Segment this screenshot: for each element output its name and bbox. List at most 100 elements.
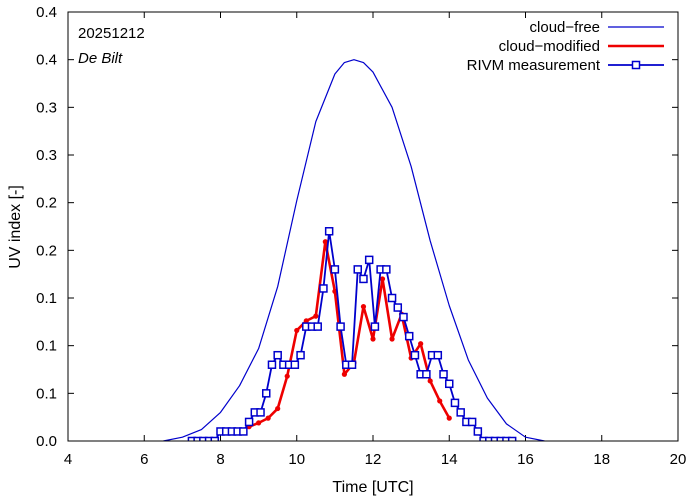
data-point <box>404 331 414 341</box>
data-point <box>284 373 290 379</box>
x-tick-label: 8 <box>216 451 224 468</box>
data-point <box>267 360 277 369</box>
data-point <box>507 436 517 441</box>
data-point <box>387 293 397 303</box>
data-point <box>433 350 443 360</box>
data-point <box>360 303 367 310</box>
y-axis-label: UV index [-] <box>7 185 24 269</box>
data-point <box>256 420 262 426</box>
legend-item: RIVM measurement <box>467 57 664 74</box>
data-point <box>370 322 380 331</box>
data-point <box>336 322 345 331</box>
data-point <box>204 436 214 441</box>
y-tick-label: 0.4 <box>36 4 57 21</box>
x-axis-ticks: 4 6 8 10 12 14 16 18 20 <box>64 12 687 468</box>
data-point <box>418 341 424 347</box>
series-line <box>163 59 545 441</box>
data-point <box>265 415 271 421</box>
data-point <box>296 350 305 360</box>
data-point <box>496 436 505 441</box>
x-axis-label: Time [UTC] <box>332 479 413 496</box>
data-point <box>199 436 208 441</box>
series-2 <box>236 239 452 435</box>
y-tick-label: 0.3 <box>36 147 57 164</box>
x-tick-label: 4 <box>64 451 72 468</box>
data-point <box>244 417 254 427</box>
data-point <box>437 398 443 404</box>
data-point <box>485 436 494 441</box>
data-point <box>187 436 197 441</box>
date-annotation: 20251212 <box>78 25 145 42</box>
data-point <box>399 312 408 322</box>
y-tick-label: 0.1 <box>36 290 57 307</box>
data-point <box>256 408 265 417</box>
series-1 <box>163 59 545 441</box>
plot-frame <box>67 11 679 442</box>
data-point <box>446 415 452 421</box>
data-point <box>422 370 431 379</box>
data-point <box>313 313 319 319</box>
data-point <box>290 360 300 369</box>
data-point <box>370 336 376 342</box>
legend-item: cloud−free <box>530 19 664 36</box>
data-point <box>393 303 403 312</box>
data-point <box>456 408 465 417</box>
data-point <box>313 322 322 331</box>
x-tick-label: 6 <box>140 451 148 468</box>
data-point <box>473 427 483 436</box>
location-annotation: De Bilt <box>78 50 123 67</box>
x-tick-label: 16 <box>517 451 534 468</box>
y-tick-label: 0.1 <box>36 385 57 402</box>
y-tick-label: 0.4 <box>36 52 57 69</box>
series-layer <box>163 59 545 441</box>
data-point <box>389 336 395 342</box>
data-point <box>450 398 460 408</box>
y-axis-ticks: 0.0 0.1 0.1 0.1 0.2 0.2 0.3 0.3 0.4 0.4 <box>36 4 678 450</box>
data-point <box>427 378 433 384</box>
data-point <box>502 436 511 441</box>
x-tick-label: 20 <box>670 451 687 468</box>
x-tick-label: 10 <box>288 451 305 468</box>
data-point <box>210 436 220 441</box>
series-line <box>238 240 451 433</box>
legend-label: cloud−modified <box>499 38 600 55</box>
legend-marker <box>631 60 641 70</box>
legend-label: RIVM measurement <box>467 57 601 74</box>
data-point <box>490 436 500 441</box>
data-point <box>303 318 309 324</box>
data-point <box>330 265 340 274</box>
data-point <box>275 405 281 412</box>
data-point <box>364 255 374 265</box>
x-tick-label: 18 <box>593 451 610 468</box>
data-point <box>319 284 328 293</box>
legend: cloud−free cloud−modified RIVM measurement <box>467 19 664 74</box>
data-point <box>379 276 386 282</box>
data-point <box>347 360 357 369</box>
legend-label: cloud−free <box>530 19 600 36</box>
y-tick-label: 0.2 <box>36 242 57 259</box>
data-point <box>445 379 454 389</box>
data-point <box>467 417 477 427</box>
data-point <box>262 389 271 398</box>
data-point <box>359 274 368 284</box>
data-point <box>382 265 391 274</box>
legend-item: cloud−modified <box>499 38 664 55</box>
data-point <box>479 436 488 441</box>
x-tick-label: 12 <box>365 451 382 468</box>
data-point <box>322 239 328 245</box>
data-point <box>324 227 334 236</box>
data-point <box>439 370 448 379</box>
data-point <box>341 371 348 377</box>
data-point <box>273 350 282 360</box>
y-tick-label: 0.3 <box>36 99 57 116</box>
data-point <box>294 327 300 334</box>
data-point <box>239 427 248 436</box>
data-point <box>353 265 362 274</box>
y-tick-label: 0.2 <box>36 195 57 212</box>
series-3 <box>187 227 517 441</box>
data-point <box>410 350 420 360</box>
x-tick-label: 14 <box>441 451 458 468</box>
data-point <box>193 436 202 441</box>
y-tick-label: 0.1 <box>36 338 57 355</box>
